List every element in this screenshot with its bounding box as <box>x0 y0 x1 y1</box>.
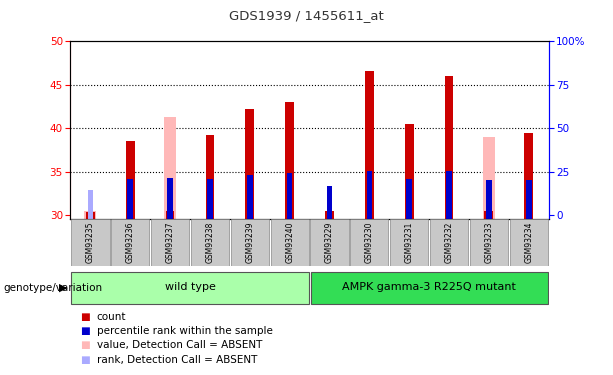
Text: ■: ■ <box>80 355 89 364</box>
Bar <box>524 134 533 219</box>
Bar <box>367 171 372 219</box>
Bar <box>287 173 292 219</box>
Bar <box>72 272 308 304</box>
Bar <box>205 135 215 219</box>
Text: GSM93233: GSM93233 <box>484 222 493 263</box>
Text: GSM93238: GSM93238 <box>205 222 215 263</box>
Bar <box>406 178 412 219</box>
Bar <box>509 219 548 266</box>
Bar <box>128 178 133 219</box>
Bar <box>470 219 508 266</box>
Bar <box>111 219 150 266</box>
Bar <box>526 180 531 219</box>
Bar <box>310 219 349 266</box>
Bar <box>365 71 374 219</box>
Bar <box>164 117 176 219</box>
Text: GSM93232: GSM93232 <box>444 222 454 263</box>
Bar <box>444 76 454 219</box>
Bar <box>325 211 334 219</box>
Text: AMPK gamma-3 R225Q mutant: AMPK gamma-3 R225Q mutant <box>342 282 516 292</box>
Bar <box>85 211 96 219</box>
Text: count: count <box>97 312 126 322</box>
Bar <box>71 219 110 266</box>
Bar <box>311 272 547 304</box>
Bar <box>390 219 428 266</box>
Text: rank, Detection Call = ABSENT: rank, Detection Call = ABSENT <box>97 355 257 364</box>
Bar <box>247 175 253 219</box>
Text: genotype/variation: genotype/variation <box>3 283 102 293</box>
Bar <box>230 219 269 266</box>
Bar <box>86 212 95 219</box>
Bar <box>446 171 452 219</box>
Bar <box>88 190 93 219</box>
Bar <box>350 219 389 266</box>
Bar <box>151 219 189 266</box>
Bar <box>483 137 495 219</box>
Bar <box>486 180 492 219</box>
Text: GSM93234: GSM93234 <box>524 222 533 263</box>
Text: GSM93229: GSM93229 <box>325 222 334 263</box>
Bar <box>327 186 332 219</box>
Text: value, Detection Call = ABSENT: value, Detection Call = ABSENT <box>97 340 262 350</box>
Text: percentile rank within the sample: percentile rank within the sample <box>97 326 273 336</box>
Text: GSM93236: GSM93236 <box>126 222 135 263</box>
Bar <box>245 109 254 219</box>
Bar <box>484 211 493 219</box>
Bar <box>430 219 468 266</box>
Text: wild type: wild type <box>165 282 215 292</box>
Bar <box>191 219 229 266</box>
Text: GSM93231: GSM93231 <box>405 222 414 263</box>
Text: ■: ■ <box>80 326 89 336</box>
Text: GSM93237: GSM93237 <box>166 222 175 263</box>
Text: GSM93230: GSM93230 <box>365 222 374 263</box>
Bar <box>285 102 294 219</box>
Text: ▶: ▶ <box>59 283 67 293</box>
Bar <box>126 141 135 219</box>
Text: ■: ■ <box>80 340 89 350</box>
Bar <box>207 178 213 219</box>
Text: GSM93239: GSM93239 <box>245 222 254 263</box>
Bar <box>167 178 173 219</box>
Bar <box>166 211 175 219</box>
Text: GSM93235: GSM93235 <box>86 222 95 263</box>
Text: ■: ■ <box>80 312 89 322</box>
Text: GSM93240: GSM93240 <box>285 222 294 263</box>
Bar <box>270 219 309 266</box>
Text: GDS1939 / 1455611_at: GDS1939 / 1455611_at <box>229 9 384 22</box>
Bar <box>405 124 414 219</box>
